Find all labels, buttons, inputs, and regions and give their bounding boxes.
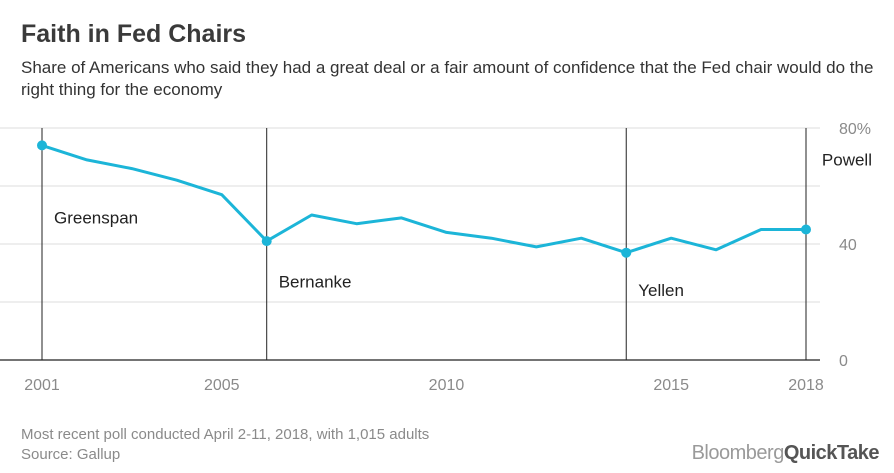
- data-point-2018: [801, 224, 811, 235]
- source-note: Source: Gallup: [21, 446, 121, 463]
- y-tick-label-80: 80%: [839, 121, 871, 138]
- poll-note: Most recent poll conducted April 2-11, 2…: [21, 426, 430, 443]
- annotation-bernanke: Bernanke: [279, 273, 352, 292]
- series-line: [40, 143, 808, 255]
- x-tick-label-2001: 2001: [24, 377, 60, 394]
- brand-suffix: QuickTake: [783, 442, 880, 464]
- data-point-2006: [261, 236, 272, 247]
- x-tick-label-2018: 2018: [788, 377, 824, 394]
- x-tick-label-2010: 2010: [429, 377, 465, 394]
- brand-prefix: Bloomberg: [691, 442, 785, 464]
- y-tick-label-0: 0: [839, 353, 848, 370]
- data-point-2001: [37, 140, 47, 151]
- y-tick-label-40: 40: [839, 237, 857, 254]
- chart-title: Faith in Fed Chairs: [21, 20, 247, 48]
- brand-logo: BloombergQuickTake: [691, 442, 880, 465]
- footnote: Most recent poll conducted April 2-11, 2…: [21, 425, 429, 465]
- x-tick-label-2005: 2005: [204, 377, 240, 394]
- annotation-greenspan: Greenspan: [54, 209, 138, 228]
- annotation-yellen: Yellen: [638, 281, 684, 300]
- x-tick-label-2015: 2015: [653, 377, 689, 394]
- chart-subtitle: Share of Americans who said they had a g…: [21, 58, 874, 99]
- annotation-powell: Powell: [822, 151, 872, 170]
- data-point-2014: [621, 247, 632, 258]
